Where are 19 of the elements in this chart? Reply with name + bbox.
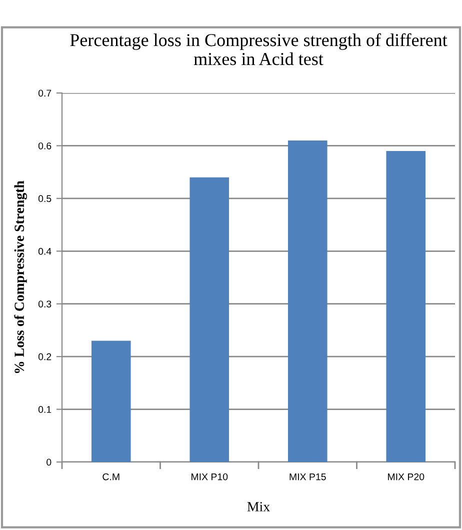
x-axis-title: Mix bbox=[247, 502, 270, 512]
bar bbox=[91, 340, 131, 462]
y-tick-label: 0.3 bbox=[38, 300, 52, 308]
x-tick-label: MIX P20 bbox=[388, 473, 424, 480]
bar bbox=[190, 177, 230, 462]
x-tick-label: C.M bbox=[102, 473, 120, 480]
x-tick-label: MIX P15 bbox=[290, 473, 326, 480]
y-tick-label: 0.7 bbox=[38, 90, 52, 97]
chart-title: Percentage loss in Compressive strength of different mixes in Acid test bbox=[70, 33, 448, 66]
y-tick-label: 0 bbox=[46, 458, 52, 466]
y-tick-label: 0.1 bbox=[38, 406, 52, 413]
y-tick-label: 0.5 bbox=[38, 195, 52, 202]
bar bbox=[288, 140, 328, 462]
y-axis-title: % Loss of Compressive Strength bbox=[14, 180, 27, 374]
x-tick-label: MIX P10 bbox=[192, 473, 228, 480]
y-tick-label: 0.2 bbox=[38, 353, 52, 360]
y-tick-label: 0.4 bbox=[38, 248, 52, 255]
bar bbox=[386, 150, 426, 462]
y-tick-label: 0.6 bbox=[38, 142, 52, 150]
